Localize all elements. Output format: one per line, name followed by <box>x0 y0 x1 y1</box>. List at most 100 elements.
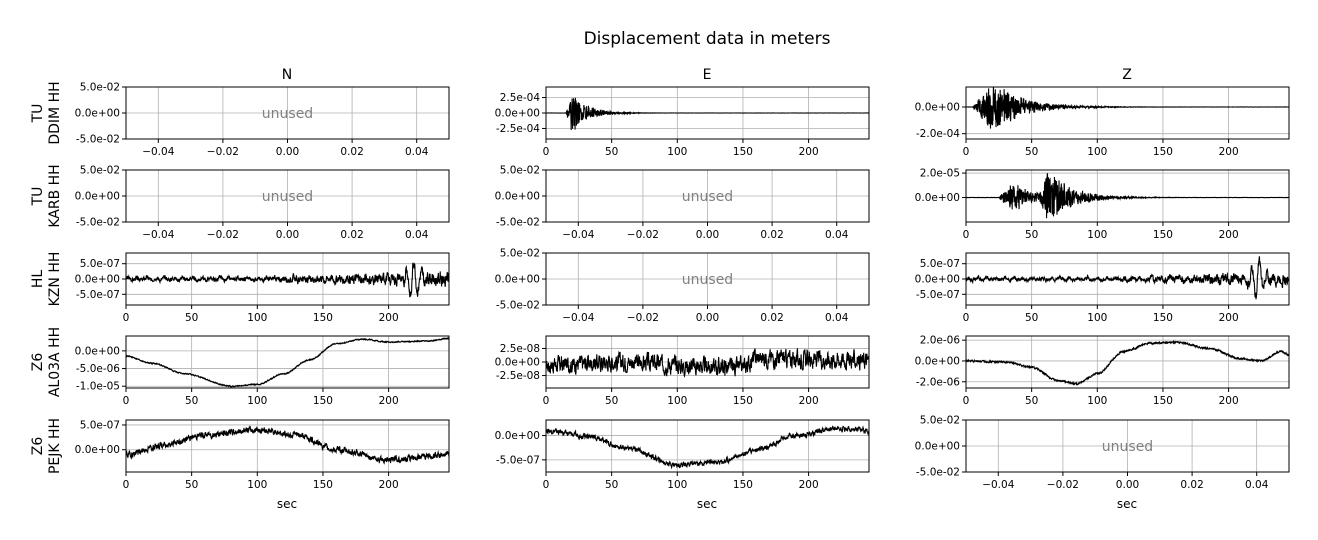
x-tick-label: −0.02 <box>1047 479 1079 491</box>
panel-2-e: unused −0.04 −0.02 0.00 0.02 0.04 5.0e-02 0.0e+… <box>495 248 870 324</box>
panel-1-n: unused −0.04 −0.02 0.00 0.02 0.04 5.0e-02 0.0e+… <box>75 165 450 241</box>
x-tick-label: 200 <box>1219 229 1239 241</box>
x-tick-label: 50 <box>605 479 618 491</box>
x-tick-label: −0.04 <box>562 312 594 324</box>
station-network-label: Z6 <box>30 437 46 456</box>
x-tick-label: −0.02 <box>627 312 659 324</box>
y-tick-label: 0.0e+00 <box>915 355 960 367</box>
x-tick-label: 0.00 <box>276 146 299 158</box>
panel-4-n: 0 50 100 150 200 5.0e-07 0.0e+00 <box>75 419 450 491</box>
y-tick-label: -5.0e-07 <box>916 289 960 301</box>
y-tick-label: 0.0e+00 <box>915 274 960 286</box>
x-tick-label: 0 <box>123 479 130 491</box>
station-name-label: KZN HH <box>47 252 63 307</box>
x-tick-label: 0.02 <box>760 229 783 241</box>
x-tick-label: −0.04 <box>562 229 594 241</box>
y-tick-label: 0.0e+00 <box>75 108 120 120</box>
y-tick-label: 0.0e+00 <box>495 274 540 286</box>
x-tick-label: 200 <box>379 312 399 324</box>
trace-line <box>126 425 449 465</box>
x-tick-label: 100 <box>247 312 267 324</box>
y-tick-label: 0.0e+00 <box>495 191 540 203</box>
x-tick-label: 100 <box>1087 395 1107 407</box>
x-tick-label: 150 <box>313 479 333 491</box>
x-tick-label: −0.02 <box>207 229 239 241</box>
y-tick-label: 5.0e-07 <box>80 258 120 270</box>
x-tick-label: 0.02 <box>1180 479 1203 491</box>
axes-frame <box>965 169 1290 223</box>
y-tick-label: -5.0e-07 <box>76 289 120 301</box>
x-tick-label: 0.02 <box>340 229 363 241</box>
x-tick-label: 0.04 <box>825 312 849 324</box>
axes-frame <box>125 419 450 473</box>
y-tick-label: 0.0e+00 <box>495 108 540 120</box>
x-tick-label: 150 <box>733 479 753 491</box>
x-tick-label: 100 <box>1087 229 1107 241</box>
x-tick-label: 50 <box>1025 229 1038 241</box>
x-tick-label: 0 <box>963 312 970 324</box>
x-tick-label: 150 <box>313 312 333 324</box>
x-tick-label: 50 <box>605 146 618 158</box>
y-tick-label: 5.0e-02 <box>500 165 540 177</box>
x-tick-label: 150 <box>313 395 333 407</box>
trace-line <box>546 424 869 470</box>
y-tick-label: 0.0e+00 <box>75 345 120 357</box>
xlabel-col-z: sec <box>1117 497 1137 511</box>
x-tick-label: 0 <box>123 395 130 407</box>
x-tick-label: 150 <box>733 395 753 407</box>
x-tick-label: 50 <box>185 479 198 491</box>
x-tick-label: 0.00 <box>696 229 719 241</box>
x-tick-label: 150 <box>1153 229 1173 241</box>
y-tick-label: -5.0e-02 <box>916 467 960 479</box>
trace-line <box>966 340 1289 386</box>
x-tick-label: 0.04 <box>405 146 429 158</box>
panel-3-e: 0 50 100 150 200 2.5e-08 0.0e+00-2.5e-08 <box>495 335 870 407</box>
station-network-label: TU <box>30 104 46 124</box>
x-tick-label: 200 <box>379 395 399 407</box>
x-tick-label: 150 <box>733 146 753 158</box>
trace-line <box>966 87 1289 129</box>
x-tick-label: 150 <box>1153 395 1173 407</box>
y-tick-label: -2.0e-06 <box>916 376 960 388</box>
column-title-n: N <box>282 67 292 83</box>
x-tick-label: 0.02 <box>760 312 783 324</box>
unused-label: unused <box>682 272 733 288</box>
y-tick-label: 0.0e+00 <box>495 357 540 369</box>
y-tick-label: -5.0e-06 <box>76 363 120 375</box>
x-tick-label: 200 <box>1219 146 1239 158</box>
x-tick-label: 0 <box>543 479 550 491</box>
y-tick-label: -5.0e-02 <box>76 134 120 146</box>
x-tick-label: 0.00 <box>276 229 299 241</box>
panel-4-e: 0 50 100 150 200 0.0e+00 -5.0e-07 <box>495 419 870 491</box>
x-tick-label: −0.02 <box>207 146 239 158</box>
station-name-label: PEJK HH <box>47 418 63 474</box>
x-tick-label: 100 <box>667 146 687 158</box>
x-tick-label: 0.04 <box>1245 479 1269 491</box>
panel-0-e: 0 50 100 150 200 2.5e-04 0.0e+00 -2.5e-04 <box>495 86 870 158</box>
station-name-label: KARB HH <box>47 164 63 227</box>
x-tick-label: 0 <box>963 229 970 241</box>
y-tick-label: -1.0e-05 <box>76 381 120 393</box>
x-tick-label: 100 <box>667 479 687 491</box>
y-tick-label: 5.0e-02 <box>920 415 960 427</box>
x-tick-label: −0.02 <box>627 229 659 241</box>
y-tick-label: 5.0e-02 <box>80 165 120 177</box>
panel-2-z: 0 50 100 150 200 5.0e-07 0.0e+00 -5.0e-07 <box>915 252 1290 324</box>
x-tick-label: 50 <box>605 395 618 407</box>
column-title-z: Z <box>1122 67 1132 83</box>
unused-label: unused <box>262 106 313 122</box>
x-tick-label: 0 <box>543 395 550 407</box>
x-tick-label: 100 <box>1087 312 1107 324</box>
y-tick-label: 0.0e+00 <box>915 441 960 453</box>
y-tick-label: 0.0e+00 <box>75 191 120 203</box>
y-tick-label: 5.0e-02 <box>80 82 120 94</box>
panel-1-e: unused −0.04 −0.02 0.00 0.02 0.04 5.0e-02 0.0e+… <box>495 165 870 241</box>
x-tick-label: 0 <box>963 146 970 158</box>
x-tick-label: 0.04 <box>405 229 429 241</box>
panel-1-z: 0 50 100 150 200 2.0e-05 0.0e+00 <box>915 168 1290 241</box>
panel-4-z: unused −0.04 −0.02 0.00 0.02 0.04 5.0e-02 0.0e+… <box>915 415 1290 491</box>
y-tick-label: 2.5e-04 <box>500 92 541 104</box>
axes-frame <box>125 335 450 389</box>
y-tick-label: 0.0e+00 <box>915 192 960 204</box>
